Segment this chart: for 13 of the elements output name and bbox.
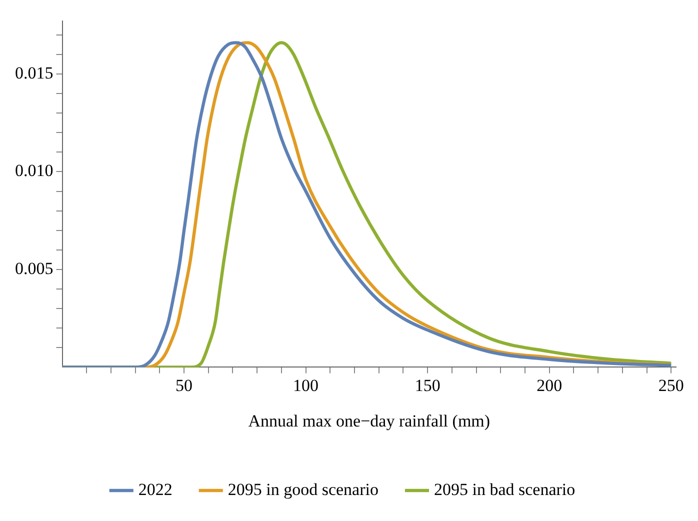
y-tick-label: 0.010 [15,161,54,180]
y-tick-label: 0.005 [15,258,54,278]
legend-label: 2095 in bad scenario [434,480,576,499]
x-tick-label: 50 [176,376,193,395]
x-axis-title: Annual max one−day rainfall (mm) [248,411,490,430]
x-tick-label: 250 [658,376,684,395]
x-tick-label: 150 [414,376,440,395]
y-tick-label: 0.015 [15,63,54,82]
line-series [62,41,673,368]
x-tick-label: 100 [293,376,319,395]
legend-label: 2022 [138,480,172,499]
legend-label: 2095 in good scenario [228,480,378,499]
x-tick-label: 200 [536,376,562,395]
